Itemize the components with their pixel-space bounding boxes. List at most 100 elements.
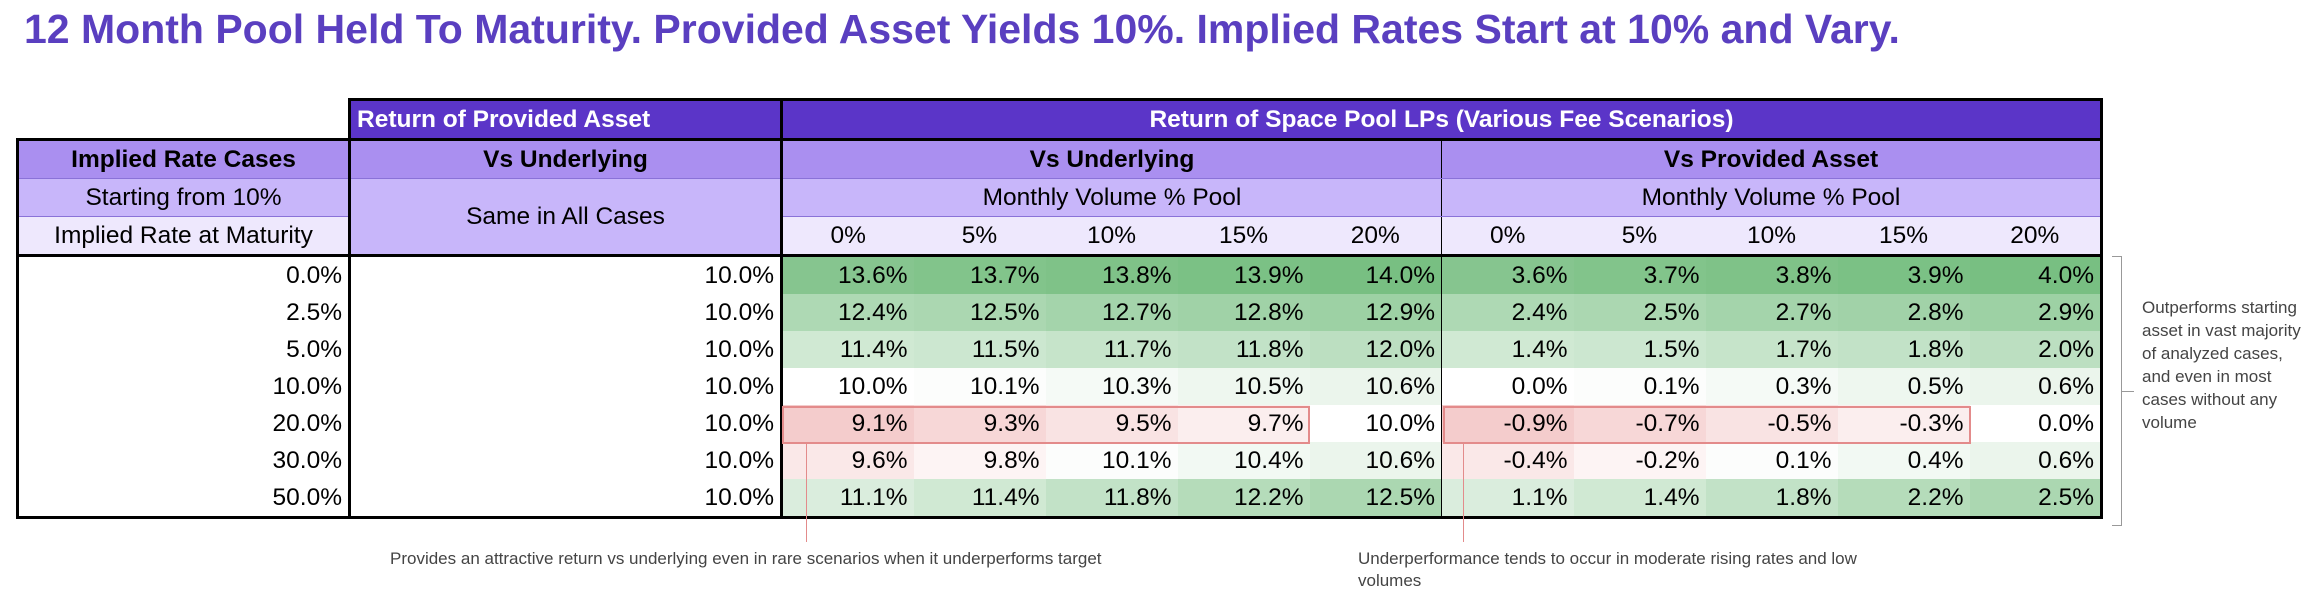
implied-rate-cell: 0.0%	[16, 254, 351, 294]
vs-underlying-cell: 10.6%	[1309, 368, 1442, 405]
vs-underlying-cell: 12.8%	[1177, 294, 1310, 331]
vs-provided-cell: 4.0%	[1969, 254, 2103, 294]
annotation-line-right	[1463, 444, 1464, 542]
vs-underlying-cell: 11.4%	[913, 479, 1046, 519]
volume-header-underlying: 20%	[1309, 216, 1442, 256]
vs-provided-cell: -0.9%	[1441, 405, 1574, 442]
table-row: 20.0% 10.0% 9.1% 9.3% 9.5% 9.7% 10.0% -0.9% -0.7…	[16, 405, 2103, 442]
vs-provided-cell: -0.2%	[1573, 442, 1706, 479]
implied-rate-cell: 5.0%	[16, 331, 351, 368]
volume-header-provided: 20%	[1969, 216, 2103, 256]
vs-underlying-cell: 14.0%	[1309, 254, 1442, 294]
vs-underlying-cell: 11.1%	[781, 479, 914, 519]
vs-underlying-cell: 9.5%	[1045, 405, 1178, 442]
outperform-bracket	[2112, 256, 2122, 526]
vs-provided-cell: 0.1%	[1573, 368, 1706, 405]
vs-provided-cell: 0.6%	[1969, 368, 2103, 405]
vs-provided-cell: 0.1%	[1705, 442, 1838, 479]
empty-corner	[17, 99, 350, 140]
vs-provided-cell: 1.7%	[1705, 331, 1838, 368]
vs-provided-cell: 0.4%	[1837, 442, 1970, 479]
provided-asset-cell: 10.0%	[349, 368, 783, 405]
vs-provided-cell: -0.5%	[1705, 405, 1838, 442]
vs-provided-cell: 1.5%	[1573, 331, 1706, 368]
vs-provided-cell: 1.8%	[1705, 479, 1838, 519]
provided-asset-header: Return of Provided Asset	[348, 98, 783, 141]
provided-asset-cell: 10.0%	[349, 479, 783, 519]
volume-header-underlying: 0%	[781, 216, 914, 256]
note-right: Outperforms starting asset in vast major…	[2142, 298, 2301, 432]
header-row-4: Implied Rate at Maturity 0% 5% 10% 15% 20% 0%…	[16, 216, 2103, 256]
vs-provided-cell: 2.0%	[1969, 331, 2103, 368]
vs-provided-cell: 2.7%	[1705, 294, 1838, 331]
annotation-line-left	[806, 444, 807, 542]
vs-provided-cell: -0.7%	[1573, 405, 1706, 442]
vs-underlying-cell: 12.5%	[913, 294, 1046, 331]
vs-underlying-cell: 9.1%	[781, 405, 914, 442]
table-row: 30.0% 10.0% 9.6% 9.8% 10.1% 10.4% 10.6% -0.4% -0…	[16, 442, 2103, 479]
vs-underlying-header: Vs Underlying	[781, 139, 1442, 179]
vs-underlying-cell: 9.3%	[913, 405, 1046, 442]
vs-underlying-cell: 11.4%	[781, 331, 914, 368]
vs-underlying-cell: 12.9%	[1309, 294, 1442, 331]
vs-provided-cell: 2.5%	[1573, 294, 1706, 331]
provided-asset-cell: 10.0%	[349, 405, 783, 442]
volume-header-provided: 5%	[1573, 216, 1706, 256]
header-row-2: Implied Rate Cases Vs Underlying Vs Unde…	[16, 138, 2103, 179]
table-body: 0.0% 10.0% 13.6% 13.7% 13.8% 13.9% 14.0% 3.6% 3.…	[16, 254, 2103, 519]
space-pool-header: Return of Space Pool LPs (Various Fee Sc…	[780, 98, 2103, 141]
provided-asset-cell: 10.0%	[349, 331, 783, 368]
header-row-3: Starting from 10% Same in All Cases Mont…	[16, 178, 2103, 256]
implied-rate-cell: 20.0%	[16, 405, 351, 442]
vs-underlying-cell: 12.0%	[1309, 331, 1442, 368]
vs-provided-cell: 3.9%	[1837, 254, 1970, 294]
same-in-all-cases-label: Same in All Cases	[348, 178, 783, 256]
vs-underlying-cell: 11.8%	[1177, 331, 1310, 368]
provided-asset-cell: 10.0%	[349, 254, 783, 294]
vs-underlying-cell: 10.1%	[1045, 442, 1178, 479]
vs-provided-cell: -0.3%	[1837, 405, 1970, 442]
vs-underlying-cell: 11.5%	[913, 331, 1046, 368]
table-row: 2.5% 10.0% 12.4% 12.5% 12.7% 12.8% 12.9% 2.4% 2.…	[16, 294, 2103, 331]
volume-header-provided: 10%	[1705, 216, 1838, 256]
vs-provided-header: Vs Provided Asset	[1441, 139, 2103, 179]
table-row: 50.0% 10.0% 11.1% 11.4% 11.8% 12.2% 12.5% 1.1% 1…	[16, 479, 2103, 519]
vs-provided-cell: 1.4%	[1441, 331, 1574, 368]
vs-provided-cell: 2.5%	[1969, 479, 2103, 519]
vs-provided-cell: 0.6%	[1969, 442, 2103, 479]
vs-provided-cell: 3.8%	[1705, 254, 1838, 294]
vs-provided-cell: 0.3%	[1705, 368, 1838, 405]
vs-underlying-cell: 10.3%	[1045, 368, 1178, 405]
vs-underlying-cell: 10.0%	[781, 368, 914, 405]
vs-underlying-cell: 12.5%	[1309, 479, 1442, 519]
volume-header-underlying: 5%	[913, 216, 1046, 256]
volume-header-provided: 15%	[1837, 216, 1970, 256]
implied-rate-cases-header: Implied Rate Cases	[16, 138, 351, 179]
vs-underlying-cell: 10.0%	[1309, 405, 1442, 442]
vs-underlying-cell: 13.6%	[781, 254, 914, 294]
implied-at-maturity-label: Implied Rate at Maturity	[16, 216, 351, 256]
vs-underlying-left-header: Vs Underlying	[348, 139, 783, 179]
vs-provided-cell: 3.6%	[1441, 254, 1574, 294]
monthly-volume-label-2: Monthly Volume % Pool	[1441, 178, 2103, 217]
vs-underlying-cell: 9.7%	[1177, 405, 1310, 442]
table-row: 5.0% 10.0% 11.4% 11.5% 11.7% 11.8% 12.0% 1.4% 1.…	[16, 331, 2103, 368]
vs-provided-cell: 1.1%	[1441, 479, 1574, 519]
vs-underlying-cell: 10.1%	[913, 368, 1046, 405]
vs-underlying-cell: 12.2%	[1177, 479, 1310, 519]
page-title: 12 Month Pool Held To Maturity. Provided…	[24, 6, 1900, 52]
vs-underlying-cell: 11.7%	[1045, 331, 1178, 368]
underperformance-box-right	[1443, 406, 1971, 444]
vs-underlying-cell: 13.7%	[913, 254, 1046, 294]
vs-underlying-cell: 9.8%	[913, 442, 1046, 479]
vs-underlying-cell: 13.8%	[1045, 254, 1178, 294]
vs-underlying-cell: 10.4%	[1177, 442, 1310, 479]
vs-provided-cell: 2.2%	[1837, 479, 1970, 519]
bracket-tick	[2122, 391, 2134, 392]
vs-underlying-cell: 12.4%	[781, 294, 914, 331]
provided-asset-cell: 10.0%	[349, 294, 783, 331]
vs-provided-cell: 1.8%	[1837, 331, 1970, 368]
vs-underlying-cell: 9.6%	[781, 442, 914, 479]
provided-asset-cell: 10.0%	[349, 442, 783, 479]
table-row: 10.0% 10.0% 10.0% 10.1% 10.3% 10.5% 10.6% 0.0% 0…	[16, 368, 2103, 405]
